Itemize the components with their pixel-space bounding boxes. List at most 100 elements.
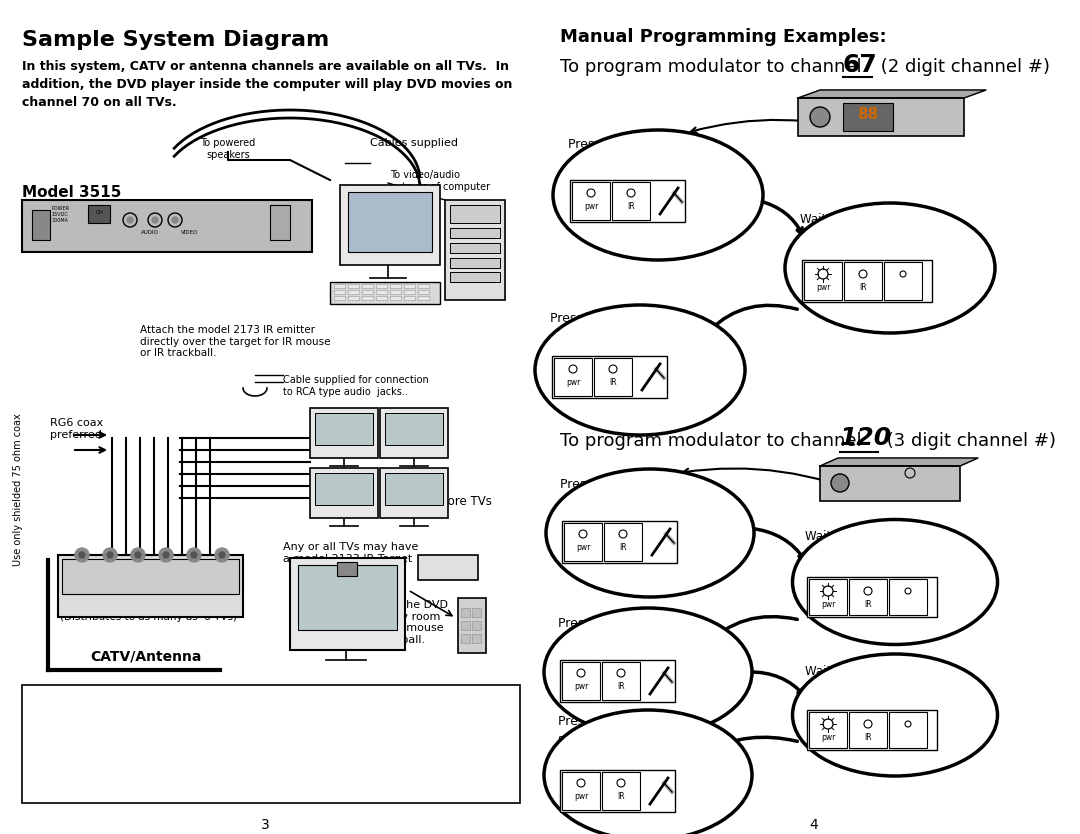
Bar xyxy=(334,296,345,300)
Text: CATV/Antenna: CATV/Antenna xyxy=(90,650,201,664)
Bar xyxy=(849,579,887,615)
Text: Press: Press xyxy=(568,138,605,151)
Bar xyxy=(572,182,610,220)
Polygon shape xyxy=(798,90,986,98)
Bar xyxy=(384,413,443,445)
Bar xyxy=(380,468,448,518)
Bar xyxy=(298,565,397,630)
Bar xyxy=(604,523,642,561)
Bar xyxy=(472,608,481,617)
Bar xyxy=(807,577,937,617)
Text: pwr: pwr xyxy=(573,682,589,691)
Text: (press 10 to enter a 'zero'): (press 10 to enter a 'zero') xyxy=(558,750,697,760)
Bar xyxy=(461,634,470,643)
Circle shape xyxy=(152,217,158,223)
Bar xyxy=(807,710,937,750)
Text: Wait for pwr LED to light
(ready for next number.): Wait for pwr LED to light (ready for nex… xyxy=(805,530,950,560)
Circle shape xyxy=(79,552,85,558)
Bar xyxy=(418,290,429,294)
Text: switch: switch xyxy=(568,157,612,170)
Text: Model 3515: Model 3515 xyxy=(22,185,121,200)
Text: more times: more times xyxy=(615,636,690,649)
Bar xyxy=(843,103,893,131)
Bar xyxy=(58,555,243,617)
Text: IR: IR xyxy=(864,733,872,742)
Text: RG6 coax
preferred: RG6 coax preferred xyxy=(50,418,104,440)
Text: Control the DVD
from any room
using IR mouse
or trackball.: Control the DVD from any room using IR m… xyxy=(357,600,448,645)
Bar xyxy=(348,284,359,288)
Text: To powered
speakers: To powered speakers xyxy=(201,138,256,159)
Bar xyxy=(362,296,373,300)
Text: VIDEO: VIDEO xyxy=(181,230,199,235)
Text: (Distributes to as many as  8 TVs): (Distributes to as many as 8 TVs) xyxy=(59,612,237,622)
Bar xyxy=(376,290,387,294)
Text: Any or all TVs may have
a model 2133 IR Target: Any or all TVs may have a model 2133 IR … xyxy=(283,542,418,564)
Bar xyxy=(334,284,345,288)
Circle shape xyxy=(103,548,117,562)
Text: time: time xyxy=(617,497,649,510)
Bar xyxy=(348,290,359,294)
Circle shape xyxy=(810,107,831,127)
Ellipse shape xyxy=(793,654,998,776)
Bar xyxy=(809,712,847,748)
Text: Expansion port: Expansion port xyxy=(32,692,147,707)
Text: CH: CH xyxy=(96,210,104,215)
Text: Press: Press xyxy=(558,617,595,630)
Text: 10: 10 xyxy=(600,730,627,749)
Bar xyxy=(472,621,481,630)
Text: Attach the model 2173 IR emitter
directly over the target for IR mouse
or IR tra: Attach the model 2173 IR emitter directl… xyxy=(140,325,330,358)
Bar xyxy=(315,473,373,505)
Bar xyxy=(390,290,401,294)
Text: 6: 6 xyxy=(611,154,624,173)
Bar xyxy=(809,579,847,615)
Ellipse shape xyxy=(785,203,995,333)
Text: In this system, CATV or antenna channels are available on all TVs.  In
addition,: In this system, CATV or antenna channels… xyxy=(22,60,512,109)
Text: pwr: pwr xyxy=(821,600,835,609)
Bar xyxy=(310,408,378,458)
Bar xyxy=(602,662,640,700)
Bar xyxy=(461,621,470,630)
Bar xyxy=(404,296,415,300)
Bar xyxy=(348,192,432,252)
Text: 7: 7 xyxy=(593,328,607,348)
Bar xyxy=(362,284,373,288)
Text: pwr: pwr xyxy=(815,283,831,292)
Text: Manual Programming Examples:: Manual Programming Examples: xyxy=(561,28,887,46)
Text: switch: switch xyxy=(558,636,602,649)
Text: IR: IR xyxy=(627,202,635,211)
Text: (3 digit channel #): (3 digit channel #) xyxy=(881,432,1056,450)
Text: program: program xyxy=(596,617,657,630)
Circle shape xyxy=(172,217,178,223)
Text: pwr: pwr xyxy=(573,792,589,801)
Text: pwr: pwr xyxy=(584,202,598,211)
Text: switch: switch xyxy=(550,331,594,344)
Circle shape xyxy=(831,474,849,492)
Text: RF section: RF section xyxy=(111,600,185,613)
Bar xyxy=(62,559,239,594)
Bar xyxy=(804,262,842,300)
Bar xyxy=(450,258,500,268)
Text: 67: 67 xyxy=(843,53,878,77)
Text: more times: more times xyxy=(630,733,705,746)
Bar xyxy=(450,243,500,253)
Circle shape xyxy=(163,552,168,558)
Text: 120: 120 xyxy=(840,426,892,450)
Bar xyxy=(22,200,312,252)
Bar xyxy=(390,296,401,300)
Bar xyxy=(472,634,481,643)
Text: (2 digit channel #): (2 digit channel #) xyxy=(875,58,1050,76)
Text: times: times xyxy=(625,157,664,170)
Bar xyxy=(291,558,405,650)
Text: Sample System Diagram: Sample System Diagram xyxy=(22,30,329,50)
Bar xyxy=(561,770,675,812)
Text: program: program xyxy=(598,478,658,491)
Bar xyxy=(450,228,500,238)
Text: To program modulator to channel: To program modulator to channel xyxy=(561,432,867,450)
Bar xyxy=(380,408,448,458)
Bar xyxy=(315,413,373,445)
Text: program: program xyxy=(606,138,666,151)
Bar xyxy=(418,284,429,288)
Text: IR: IR xyxy=(619,543,626,552)
Text: Press: Press xyxy=(558,715,595,728)
Text: pwr: pwr xyxy=(821,733,835,742)
